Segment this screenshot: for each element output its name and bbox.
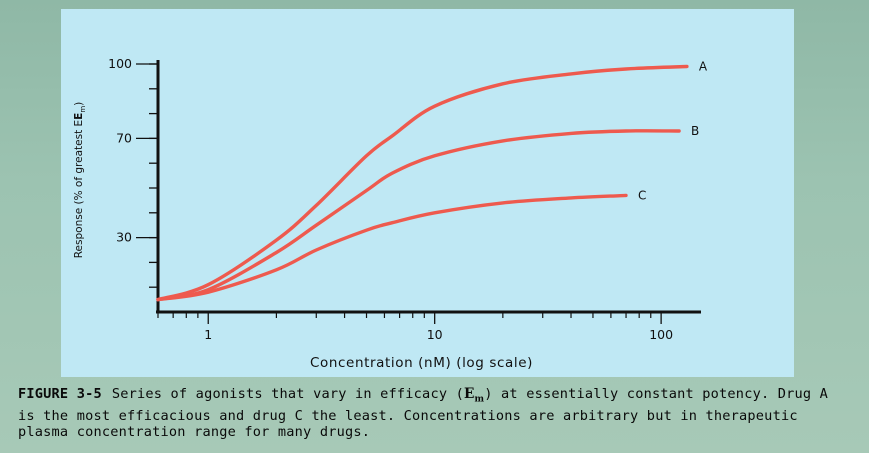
series-label-b: B bbox=[691, 124, 699, 138]
figure-caption: FIGURE 3-5 Series of agonists that vary i… bbox=[18, 386, 838, 440]
y-tick-label: 70 bbox=[116, 130, 132, 145]
curve-c bbox=[156, 193, 628, 302]
chart: 30 70 100 1 10 100 Concentration (nM) (log sca… bbox=[73, 56, 708, 371]
caption-emax-letter: E bbox=[463, 386, 475, 402]
figure-label: FIGURE 3-5 bbox=[18, 386, 102, 402]
series-label-c: C bbox=[638, 188, 646, 202]
figure-panel: 30 70 100 1 10 100 Concentration (nM) (log sca… bbox=[61, 9, 794, 377]
x-tick-label: 100 bbox=[649, 327, 673, 342]
y-tick-label: 100 bbox=[108, 56, 132, 71]
x-tick-label: 10 bbox=[427, 327, 443, 342]
curve-a bbox=[156, 64, 689, 302]
y-tick-label: 30 bbox=[116, 230, 132, 245]
caption-emax: Em bbox=[463, 386, 485, 405]
caption-emax-sub: m bbox=[474, 394, 485, 405]
x-tick-label: 1 bbox=[204, 327, 212, 342]
curve-b bbox=[156, 129, 681, 302]
series-label-a: A bbox=[699, 59, 708, 73]
caption-text-pre: Series of agonists that vary in efficacy… bbox=[111, 386, 464, 402]
y-axis-label: Response (% of greatest EEm) bbox=[73, 102, 87, 259]
caption-text-post: ) at essentially constant potency. Drug … bbox=[18, 386, 829, 440]
x-axis-label: Concentration (nM) (log scale) bbox=[310, 355, 533, 371]
